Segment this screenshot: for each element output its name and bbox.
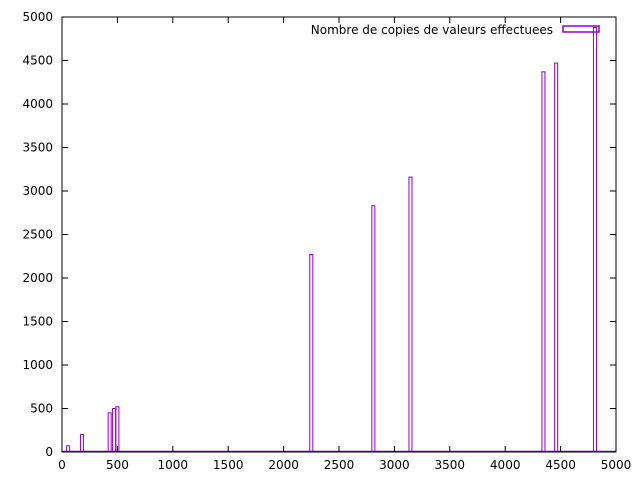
y-tick-label: 5000 [22, 10, 53, 24]
bar [554, 62, 559, 453]
legend-label: Nombre de copies de valeurs effectuees [311, 23, 553, 37]
plot-frame [61, 16, 617, 453]
axis-ticks [61, 16, 617, 453]
series-bars [62, 26, 616, 453]
y-tick-label: 0 [45, 445, 53, 459]
legend-swatch [562, 25, 600, 33]
y-tick-label: 3500 [22, 141, 53, 155]
y-tick-label: 1000 [22, 358, 53, 372]
y-tick-label: 4000 [22, 97, 53, 111]
x-tick-label: 0 [58, 458, 66, 472]
y-tick-label: 1500 [22, 315, 53, 329]
x-tick-label: 1500 [213, 458, 244, 472]
x-tick-labels: 0 500 1000 1500 2000 2500 3000 3500 4000 4500 5000 [58, 458, 631, 472]
bar [541, 71, 546, 453]
bar [309, 254, 314, 453]
bar [79, 434, 84, 453]
bar [371, 205, 376, 453]
bar [592, 26, 597, 453]
x-tick-label: 1000 [158, 458, 189, 472]
x-tick-label: 3500 [435, 458, 466, 472]
x-tick-label: 5000 [601, 458, 632, 472]
bar [115, 406, 120, 453]
x-tick-label: 2500 [324, 458, 355, 472]
y-tick-label: 2500 [22, 228, 53, 242]
y-tick-label: 4500 [22, 54, 53, 68]
y-tick-label: 3000 [22, 184, 53, 198]
bar [107, 412, 112, 453]
x-tick-label: 2000 [268, 458, 299, 472]
x-tick-label: 500 [106, 458, 129, 472]
x-tick-label: 4500 [545, 458, 576, 472]
bar [112, 408, 117, 453]
x-tick-label: 3000 [379, 458, 410, 472]
legend: Nombre de copies de valeurs effectuees [311, 23, 600, 37]
y-tick-label: 500 [30, 402, 53, 416]
y-tick-labels: 0 500 1000 1500 2000 2500 3000 3500 4000 4500 5000 [22, 10, 53, 459]
x-tick-label: 4000 [490, 458, 521, 472]
bar [408, 176, 413, 453]
y-tick-label: 2000 [22, 271, 53, 285]
